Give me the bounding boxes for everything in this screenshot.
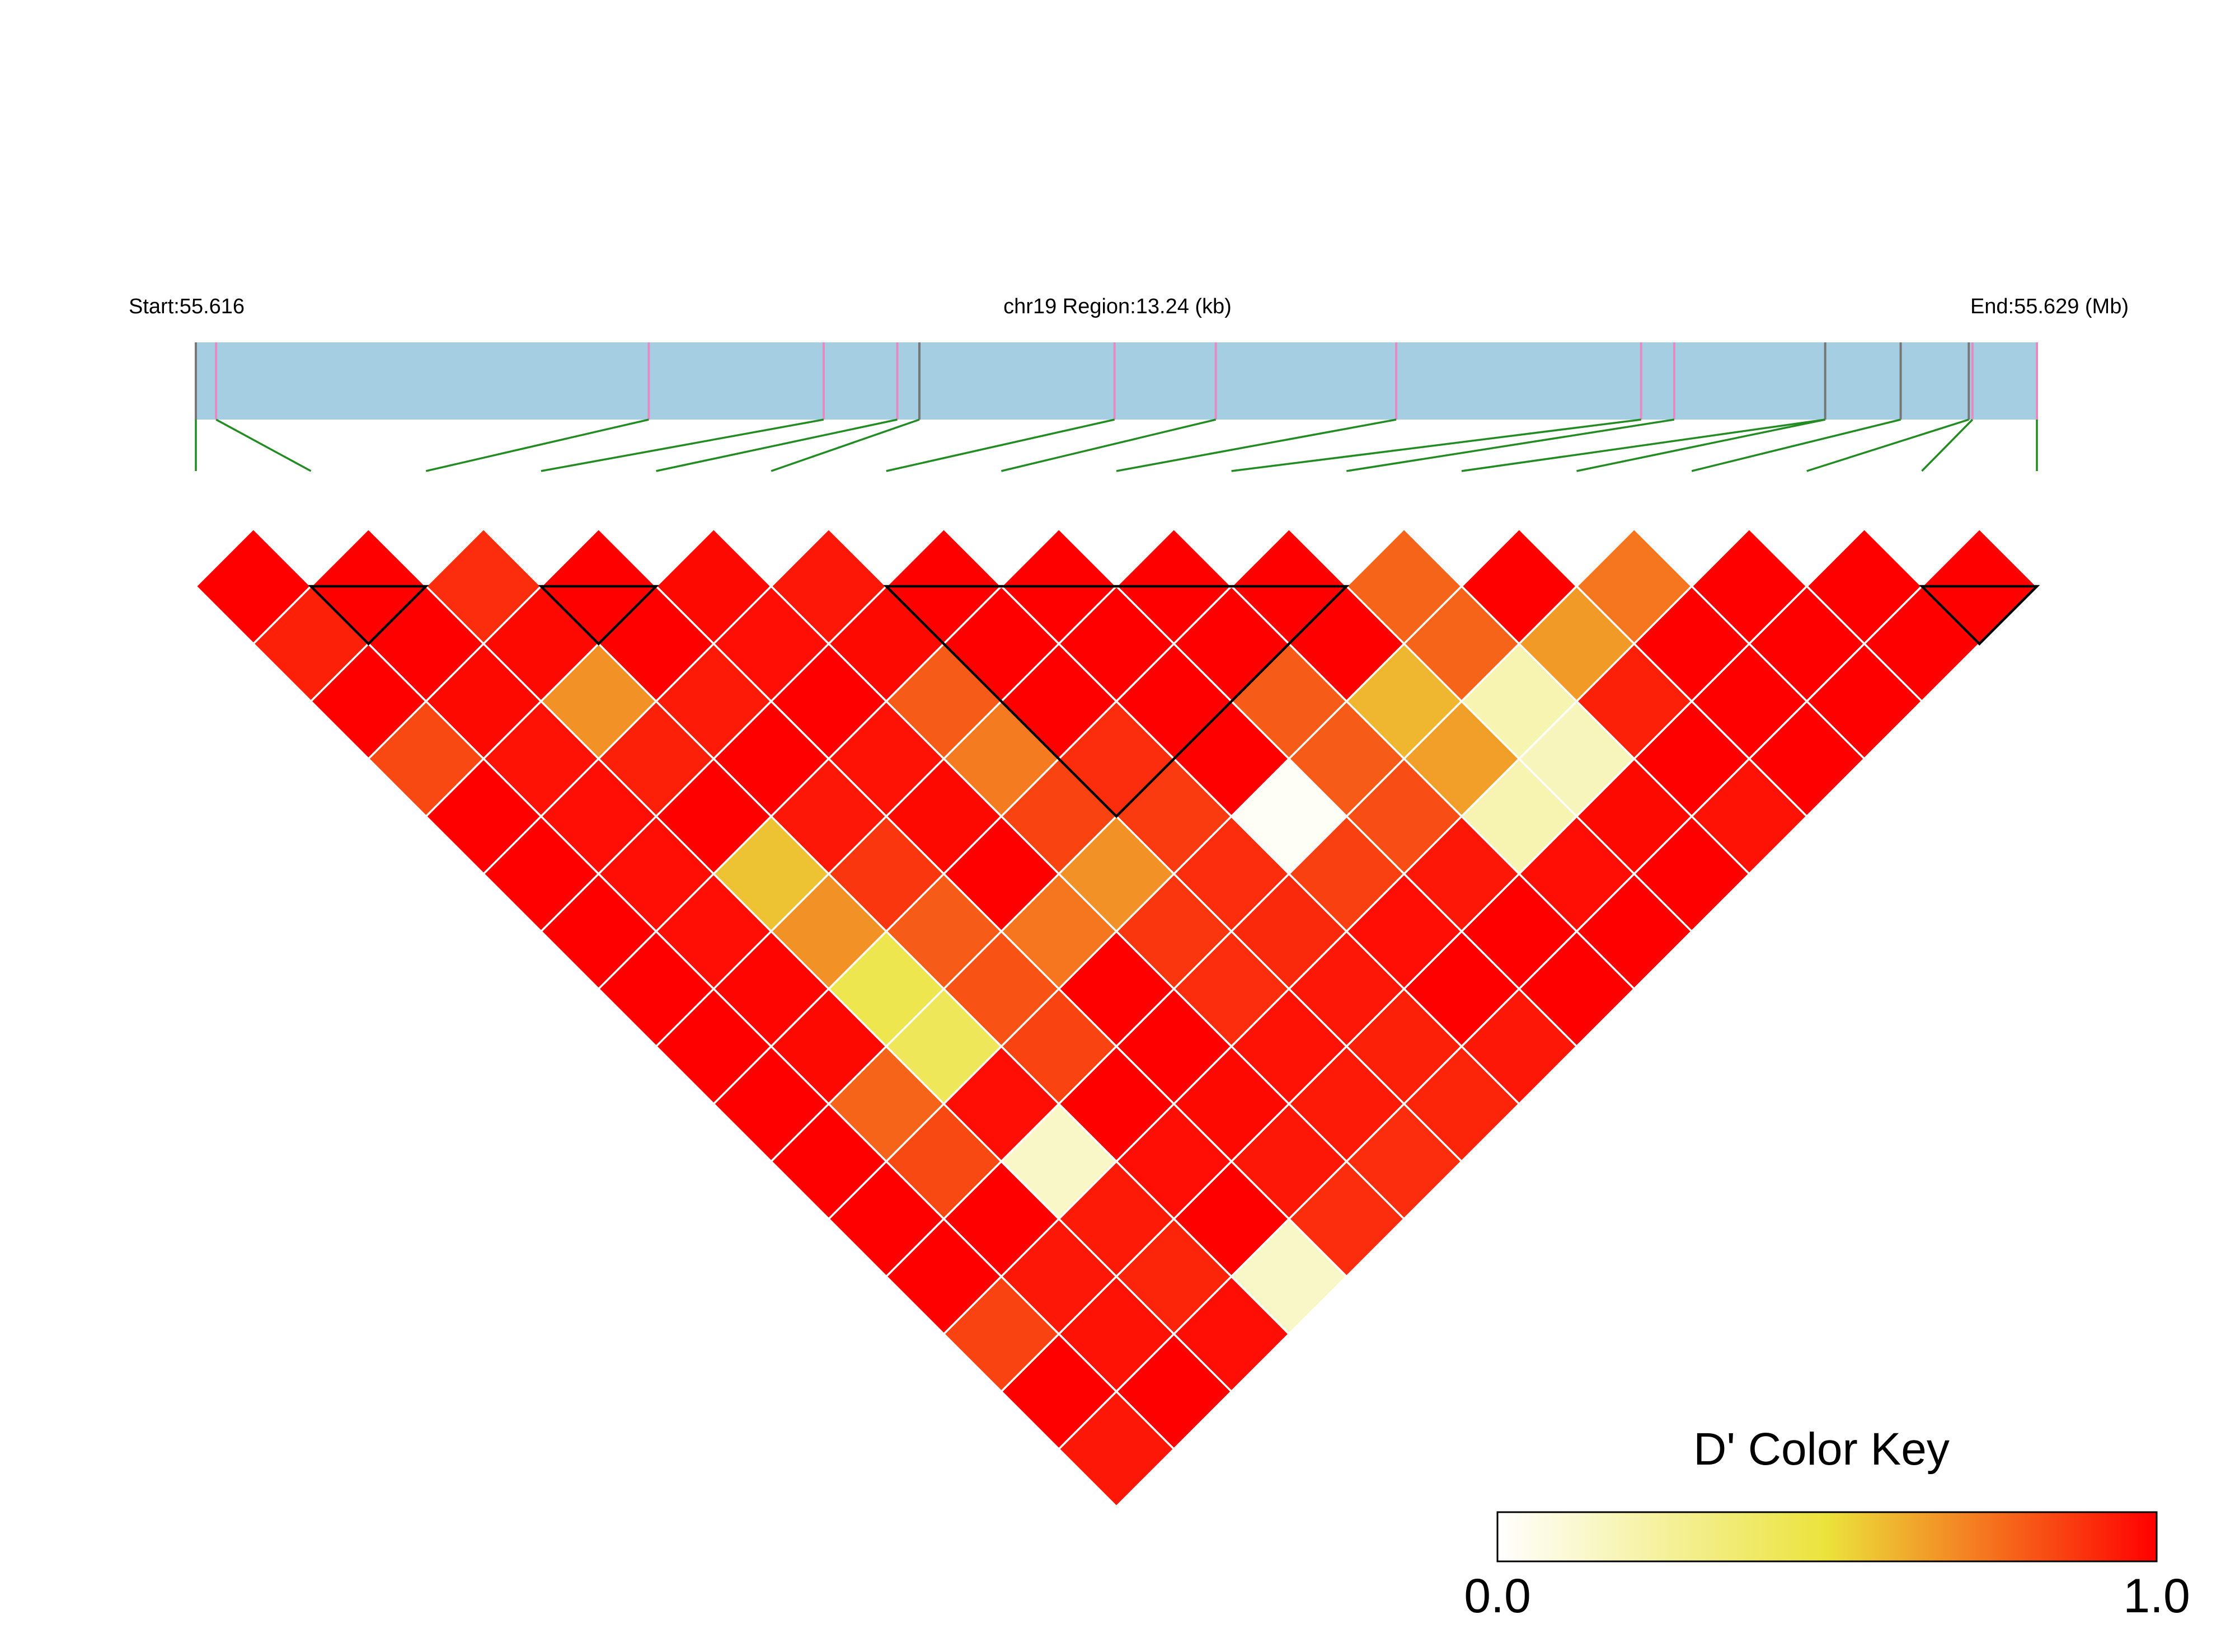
snp-connector xyxy=(1231,418,1641,472)
snp-connector xyxy=(886,418,1115,472)
ld-block xyxy=(538,585,659,646)
snp-connector xyxy=(1921,418,1974,472)
ld-block xyxy=(883,585,1350,818)
snp-connector xyxy=(1691,418,1901,472)
region-start-label: Start:55.616 xyxy=(129,295,245,318)
ld-block xyxy=(1918,585,2040,646)
snp-connector-lines xyxy=(195,418,2038,472)
color-key-title: D' Color Key xyxy=(1693,1424,1950,1475)
region-end-label: End:55.629 (Mb) xyxy=(1970,295,2129,318)
snp-connector xyxy=(1001,418,1217,472)
color-key-min-label: 0.0 xyxy=(1464,1569,1531,1623)
genomic-region-track xyxy=(196,342,2037,420)
snp-connector xyxy=(425,418,649,472)
ld-heatmap xyxy=(194,527,2039,1508)
snp-connector xyxy=(541,418,824,472)
snp-connector xyxy=(1461,418,1825,472)
snp-connector xyxy=(771,418,920,472)
ld-block xyxy=(308,585,429,646)
snp-connector xyxy=(1346,418,1675,472)
snp-position-marks xyxy=(195,342,2038,420)
ld-cell xyxy=(1057,1390,1176,1508)
ld-block-outlines xyxy=(308,585,2040,818)
snp-connector xyxy=(215,418,312,472)
snp-connector xyxy=(1116,418,1397,472)
snp-connector xyxy=(1806,418,1969,472)
snp-connector xyxy=(656,418,898,472)
color-key-bar xyxy=(1496,1511,2158,1562)
region-title-label: chr19 Region:13.24 (kb) xyxy=(1003,295,1232,318)
color-key-max-label: 1.0 xyxy=(2123,1569,2190,1623)
snp-connector xyxy=(1576,418,1826,472)
